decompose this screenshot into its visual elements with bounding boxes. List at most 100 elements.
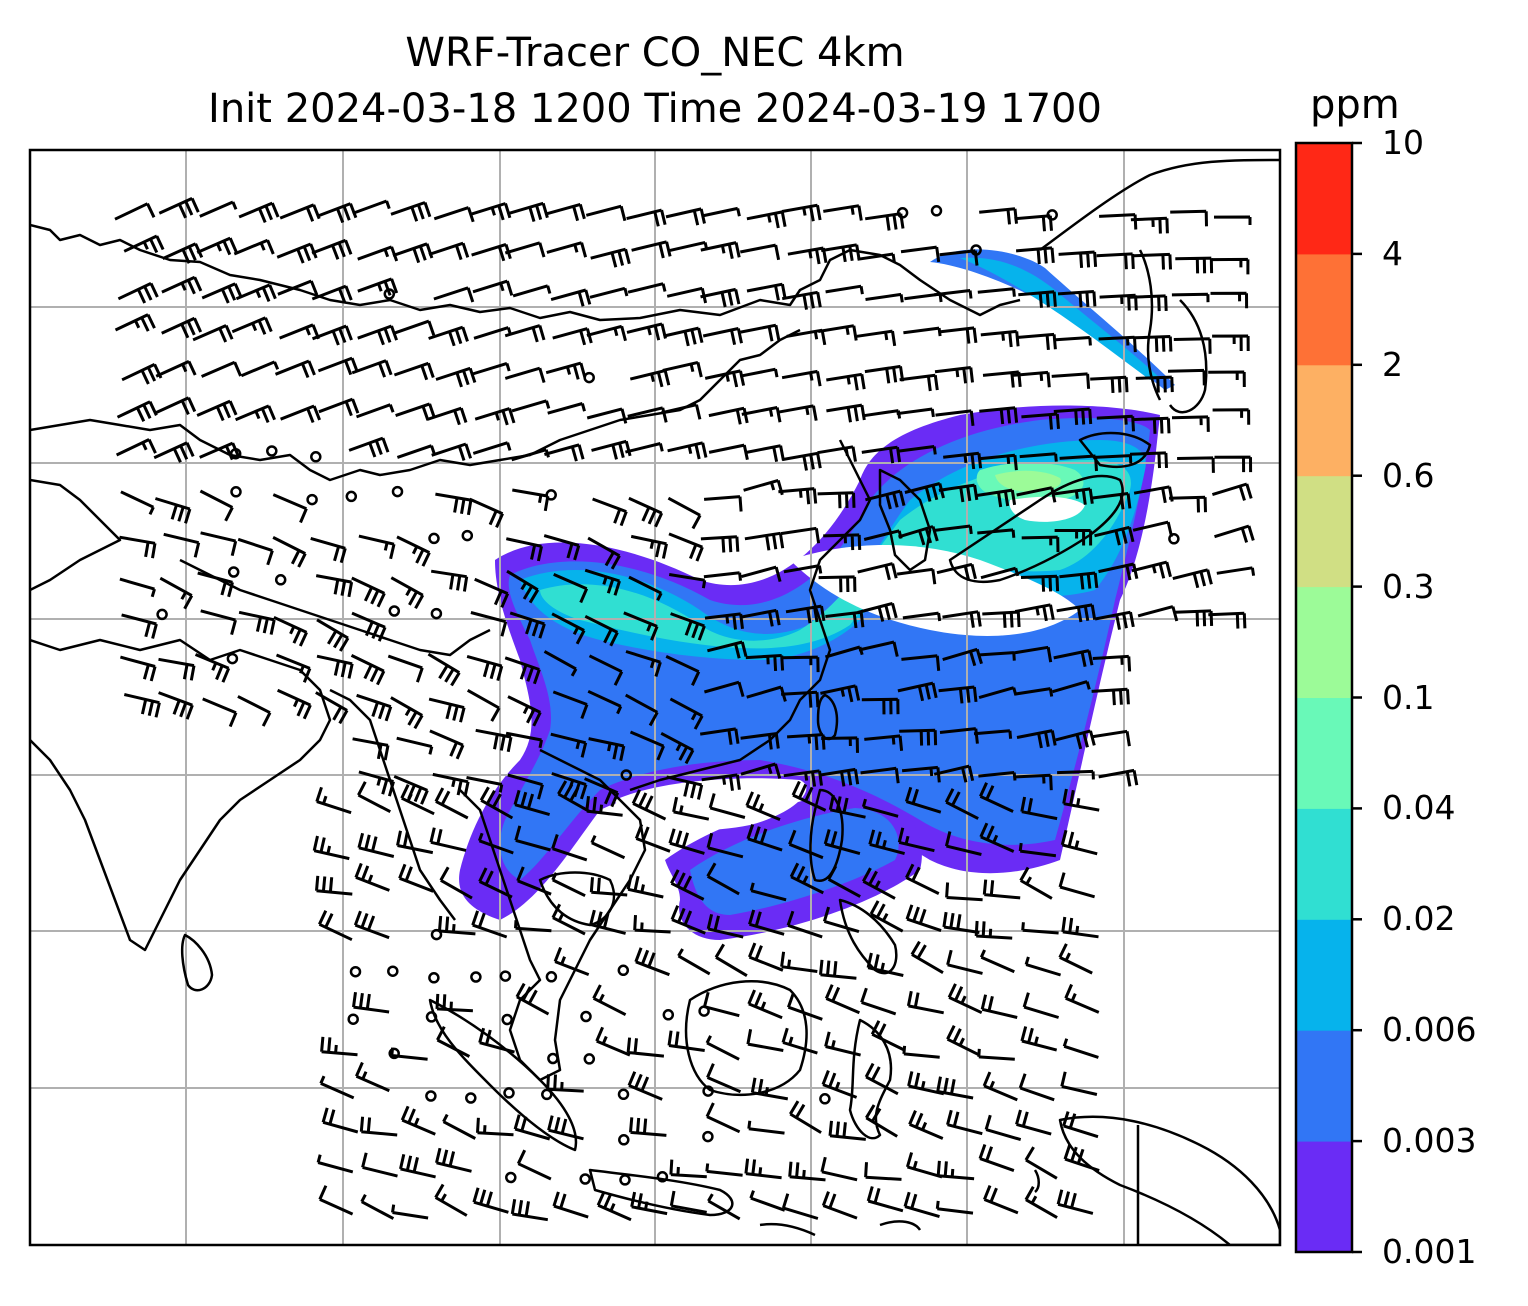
wind-barb <box>819 767 860 787</box>
wind-barb <box>667 441 708 460</box>
coast-japan <box>948 474 1124 584</box>
wind-barb <box>1058 250 1098 268</box>
wind-barb <box>504 366 546 384</box>
wind-barb <box>857 562 898 581</box>
wind-barb <box>939 727 979 744</box>
wind-barb <box>746 824 783 852</box>
wind-barb <box>116 400 158 422</box>
wind-barb <box>740 732 780 750</box>
wind-barb <box>744 531 785 551</box>
wind-barb <box>1015 246 1055 265</box>
wind-barb <box>747 1120 785 1135</box>
wind-barb <box>1018 290 1057 308</box>
calm-wind-circle <box>501 1013 513 1026</box>
wind-barb <box>626 208 667 227</box>
wind-barb <box>946 1109 983 1136</box>
wind-barb <box>505 731 543 749</box>
wind-barb <box>158 657 196 681</box>
wind-barb <box>1062 788 1100 812</box>
wind-barb <box>822 906 860 934</box>
wind-barb <box>624 693 659 727</box>
wind-barb <box>472 361 511 376</box>
wind-barb <box>634 947 670 977</box>
wind-barb <box>433 286 475 303</box>
wind-barb <box>588 654 624 686</box>
wind-barb <box>586 324 627 342</box>
wind-barb <box>703 495 743 512</box>
wind-barb <box>1020 574 1060 592</box>
calm-wind-circle <box>547 1052 559 1065</box>
wind-barb <box>902 1045 940 1059</box>
wind-barb <box>905 1152 943 1179</box>
wind-barb <box>1169 495 1207 513</box>
wind-barb <box>1096 252 1135 270</box>
wind-barb <box>390 201 432 222</box>
wind-barb <box>351 611 387 642</box>
wind-barb <box>435 492 473 516</box>
wind-barb <box>428 325 469 347</box>
wind-barb <box>629 730 665 761</box>
wind-barb <box>387 654 424 683</box>
wind-barb <box>272 493 308 524</box>
wind-barb <box>435 993 473 1013</box>
wind-barb <box>546 1074 584 1093</box>
wind-barb <box>316 202 358 224</box>
wind-barb <box>1024 956 1062 977</box>
calm-wind-circle <box>430 928 443 941</box>
wind-barb <box>626 874 664 899</box>
wind-barb <box>900 245 941 263</box>
wind-barb <box>942 647 983 667</box>
calm-wind-circle <box>387 965 399 977</box>
wind-barb <box>904 786 942 814</box>
wind-barb <box>588 737 626 762</box>
border-north <box>30 223 1021 322</box>
wind-barb <box>708 406 749 425</box>
wind-barb <box>1134 335 1173 353</box>
wind-barb <box>357 324 399 346</box>
wind-barb <box>977 1048 1015 1061</box>
coast-arabia <box>30 478 122 592</box>
wind-barb <box>509 611 546 639</box>
wind-barb <box>392 242 434 264</box>
wind-barb <box>504 241 546 258</box>
wind-barb <box>982 879 1021 900</box>
wind-barb <box>543 650 578 677</box>
wind-barb <box>823 204 863 221</box>
wind-barb <box>552 1191 589 1219</box>
wind-barb <box>625 650 662 677</box>
wind-barb <box>628 575 663 601</box>
wind-barb <box>436 1026 471 1058</box>
wind-barb <box>352 992 390 1014</box>
wind-barb <box>431 442 473 461</box>
wind-barb <box>781 451 822 471</box>
calm-wind-circle <box>541 1088 553 1101</box>
wind-barb <box>627 406 668 423</box>
wind-barb <box>781 690 820 708</box>
wind-barb <box>865 292 904 303</box>
wind-barb <box>706 913 744 939</box>
wind-barb <box>390 1047 428 1061</box>
wind-barb <box>668 532 704 562</box>
wind-barb <box>511 448 550 462</box>
wind-barb <box>819 959 857 980</box>
calm-wind-circle <box>505 1171 517 1184</box>
wind-barb <box>551 872 586 898</box>
wind-barb <box>466 776 504 793</box>
wind-barb <box>394 319 436 336</box>
wind-barb <box>513 1114 551 1141</box>
wind-barb <box>115 438 157 457</box>
wind-barb <box>1053 649 1094 667</box>
calm-wind-circle <box>470 971 482 983</box>
wind-barb <box>700 287 741 308</box>
wind-barb <box>592 497 628 527</box>
wind-barb <box>827 865 861 898</box>
wind-barb <box>858 640 899 657</box>
wind-barb <box>1214 524 1255 543</box>
wind-barb <box>820 243 861 263</box>
wind-barb <box>1099 213 1138 230</box>
wind-barb <box>1175 256 1214 274</box>
wind-barb <box>976 488 1017 508</box>
wind-barb <box>699 727 740 745</box>
wind-barb <box>361 1152 398 1178</box>
